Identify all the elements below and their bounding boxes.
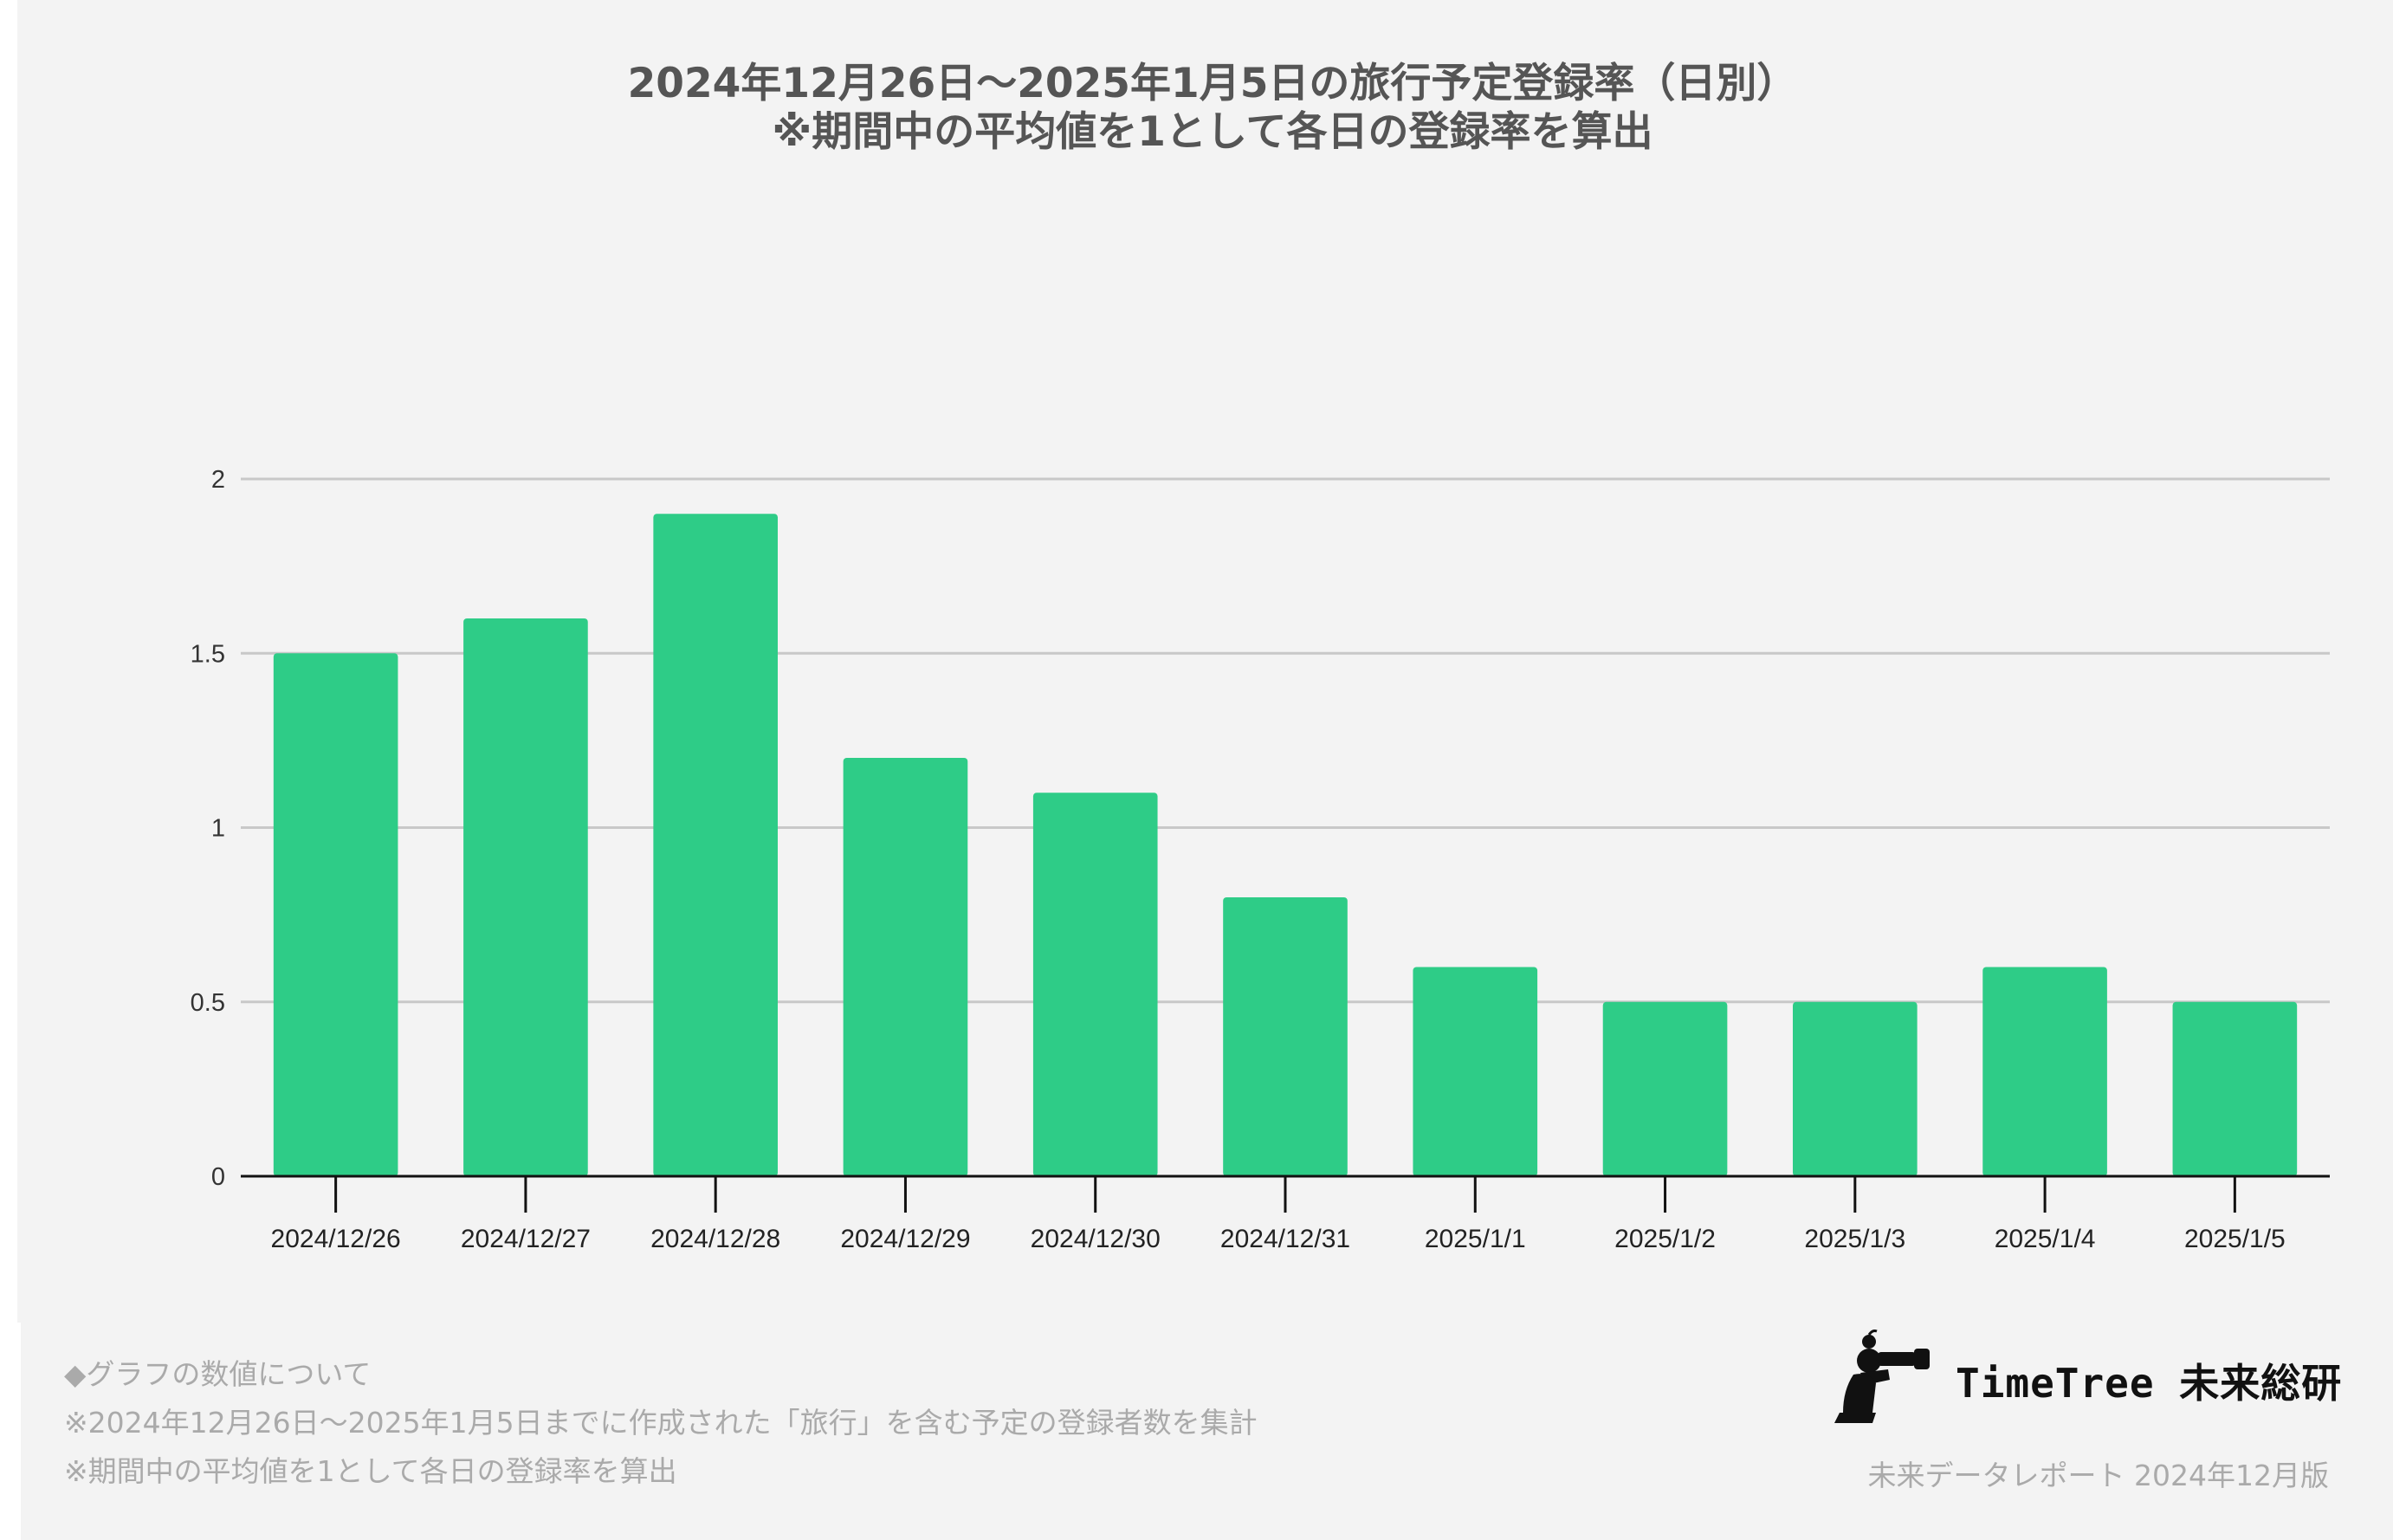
x-tick-label: 2024/12/31 [1220, 1225, 1350, 1253]
bars [273, 514, 2298, 1176]
y-tick-label: 2 [211, 466, 225, 494]
x-tick-label: 2024/12/27 [461, 1225, 591, 1253]
x-tick-label: 2025/1/1 [1425, 1225, 1526, 1253]
bar-2024/12/29 [843, 758, 968, 1176]
x-tick-label: 2024/12/29 [840, 1225, 970, 1253]
bar-2024/12/27 [463, 618, 588, 1176]
footer-panel [21, 1323, 2393, 1540]
bar-2025/1/2 [1602, 1001, 1728, 1176]
notes-line-1: ※2024年12月26日〜2025年1月5日までに作成された「旅行」を含む予定の… [64, 1406, 1258, 1440]
y-tick-label: 0.5 [191, 989, 225, 1017]
brand-logo: TimeTree 未来総研 [1834, 1330, 2341, 1425]
notes-heading: ◆グラフの数値について [64, 1357, 372, 1391]
chart-title-line-1: 2024年12月26日〜2025年1月5日の旅行予定登録率（日別） [628, 60, 1798, 107]
brand-name: TimeTree 未来総研 [1956, 1360, 2343, 1407]
y-tick-label: 1 [211, 815, 225, 843]
y-tick-label: 0 [211, 1163, 225, 1191]
x-tick-label: 2025/1/5 [2184, 1225, 2286, 1253]
report-label: 未来データレポート 2024年12月版 [1867, 1459, 2329, 1492]
chart-panel: 2024年12月26日〜2025年1月5日の旅行予定登録率（日別） ※期間中の平… [17, 0, 2393, 1323]
y-tick-label: 1.5 [191, 640, 225, 668]
x-tick-labels: 2024/12/26 2024/12/27 2024/12/28 2024/12/29… [271, 1225, 2286, 1253]
notes-line-2: ※期間中の平均値を1として各日の登録率を算出 [64, 1454, 677, 1488]
person-with-binoculars-icon [1834, 1330, 1930, 1423]
y-tick-labels: 0 0.5 1 1.5 2 [191, 466, 225, 1191]
x-axis [241, 1174, 2330, 1213]
x-tick-label: 2024/12/30 [1031, 1225, 1161, 1253]
bar-2025/1/1 [1413, 967, 1538, 1176]
chart-title-line-2: ※期間中の平均値を1として各日の登録率を算出 [773, 108, 1653, 156]
bar-2025/1/4 [1982, 967, 2107, 1176]
x-tick-label: 2025/1/4 [1995, 1225, 2096, 1253]
x-tick-label: 2025/1/2 [1614, 1225, 1716, 1253]
x-tick-label: 2024/12/28 [650, 1225, 780, 1253]
bar-2024/12/28 [653, 514, 778, 1176]
x-tick-label: 2025/1/3 [1804, 1225, 1905, 1253]
bar-2024/12/26 [273, 653, 398, 1176]
bar-2025/1/3 [1793, 1001, 1918, 1176]
x-tick-label: 2024/12/26 [271, 1225, 401, 1253]
bar-2024/12/31 [1223, 897, 1348, 1176]
bar-chart: 2024年12月26日〜2025年1月5日の旅行予定登録率（日別） ※期間中の平… [191, 60, 2330, 1253]
bar-2024/12/30 [1032, 793, 1158, 1176]
bar-2025/1/5 [2172, 1001, 2298, 1176]
